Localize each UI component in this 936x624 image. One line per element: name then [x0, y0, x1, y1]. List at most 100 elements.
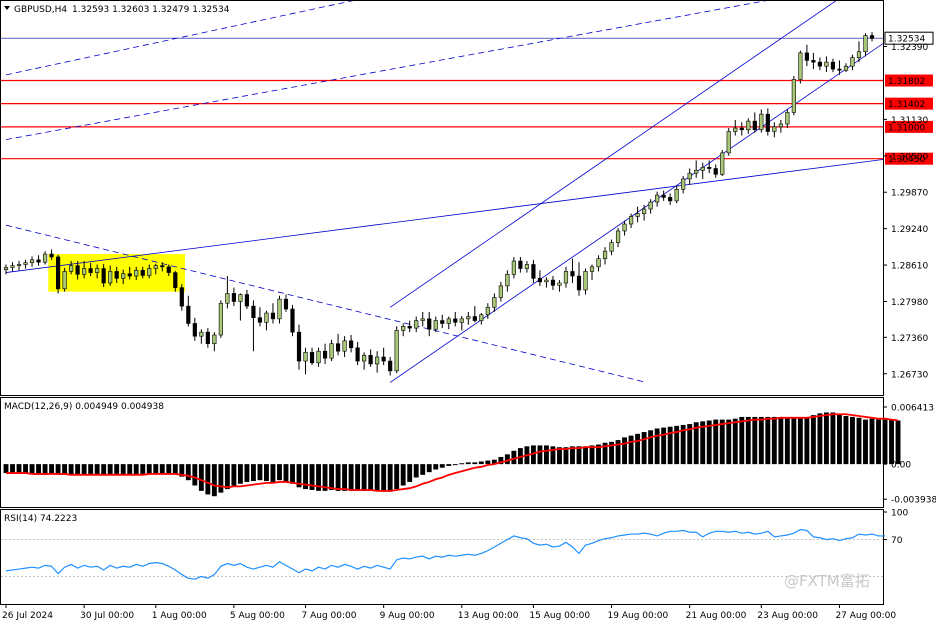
macd-bar: [166, 464, 172, 474]
candle-bear: [290, 308, 295, 333]
candle-bull: [589, 266, 595, 272]
candle-bull: [635, 213, 640, 217]
candle-bear: [101, 268, 106, 284]
candle-bull: [694, 169, 699, 174]
macd-bar: [342, 464, 348, 491]
macd-bar: [407, 464, 413, 482]
candle-bear: [75, 265, 80, 275]
candle-bull: [798, 52, 803, 80]
macd-bar: [543, 445, 549, 465]
candle-bull: [362, 354, 367, 362]
macd-bar: [765, 416, 771, 465]
macd-bar: [368, 464, 374, 491]
candle-bull: [277, 298, 282, 320]
candle-bull: [615, 230, 621, 243]
macd-bar: [172, 464, 178, 474]
candle-bull: [557, 282, 562, 286]
price-axis-label: 1.28610: [891, 262, 928, 272]
candle-bull: [375, 356, 380, 365]
macd-bar: [185, 464, 191, 481]
macd-bar: [791, 417, 797, 465]
macd-bar: [446, 464, 452, 466]
macd-bar: [387, 464, 393, 492]
candle-bull: [134, 269, 139, 277]
price-axis-label: 1.29870: [891, 189, 928, 199]
time-axis-label: 23 Aug 00:00: [757, 611, 818, 621]
candle-bear: [576, 275, 582, 291]
candle-bull: [479, 314, 484, 321]
macd-bar: [16, 464, 22, 474]
candle-bear: [179, 287, 184, 307]
macd-bar: [439, 464, 445, 468]
ohlc-label: 1.32593 1.32603 1.32479 1.32534: [72, 5, 230, 15]
candle-bear: [296, 331, 302, 362]
macd-bar: [218, 464, 224, 493]
candle-bull: [655, 194, 660, 203]
level-label: 1.31802: [888, 77, 925, 87]
macd-bar: [23, 464, 28, 474]
trend-line: [5, 1, 354, 76]
macd-bar: [309, 464, 315, 490]
macd-bar: [3, 464, 9, 474]
candle-bear: [381, 356, 386, 362]
macd-bar: [433, 464, 439, 470]
candle-bear: [668, 197, 673, 202]
macd-bar: [700, 421, 706, 465]
candle-bear: [837, 68, 842, 71]
candle-bear: [355, 347, 360, 362]
macd-bar: [114, 464, 120, 474]
rsi-panel-frame: [0, 509, 884, 605]
macd-bar: [628, 435, 634, 465]
macd-bar: [869, 418, 875, 465]
candle-bull: [791, 79, 796, 113]
candle-bear: [49, 253, 54, 258]
macd-bar: [348, 464, 354, 491]
candle-bear: [244, 294, 250, 307]
macd-bar: [511, 450, 517, 465]
macd-bar: [283, 464, 289, 482]
macd-bar: [107, 464, 113, 474]
candle-bear: [713, 168, 718, 175]
trend-line: [389, 1, 837, 308]
price-axis-label: 1.27980: [891, 298, 928, 308]
candle-bull: [498, 285, 503, 298]
candle-bear: [830, 61, 836, 70]
candle-bear: [335, 343, 341, 352]
macd-bar: [420, 464, 426, 475]
macd-bar: [140, 464, 146, 474]
candle-bull: [583, 271, 588, 291]
candle-bear: [537, 278, 543, 283]
macd-bar: [752, 416, 758, 465]
macd-bar: [478, 461, 484, 465]
macd-bar: [830, 412, 836, 465]
macd-bar: [778, 416, 784, 465]
time-axis-label: 21 Aug 00:00: [686, 611, 747, 621]
macd-bar: [491, 459, 497, 465]
dropdown-triangle-icon[interactable]: [4, 6, 10, 10]
candle-bear: [440, 320, 445, 324]
macd-bar: [504, 454, 510, 465]
macd-bar: [615, 440, 621, 465]
time-axis-label: 5 Aug 00:00: [230, 611, 285, 621]
macd-bar: [823, 412, 829, 465]
candle-bear: [88, 268, 93, 273]
candle-bear: [388, 360, 393, 372]
macd-bar: [413, 464, 419, 478]
macd-bar: [381, 464, 387, 492]
candle-bull: [687, 172, 692, 180]
candle-bull: [394, 330, 399, 372]
macd-bar: [739, 416, 745, 465]
macd-bar: [277, 464, 282, 481]
candle-bear: [804, 52, 809, 61]
macd-bar: [355, 464, 361, 491]
candle-bull: [10, 265, 15, 268]
candle-bull: [544, 279, 549, 283]
candle-bear: [518, 260, 523, 269]
price-axis-label: 1.29240: [891, 225, 928, 235]
candle-bull: [648, 201, 653, 210]
macd-signal-line: [6, 413, 899, 492]
macd-bar: [771, 416, 777, 465]
macd-bar: [498, 457, 504, 465]
candle-bear: [368, 354, 373, 365]
price-axis-label: 1.31130: [891, 116, 928, 126]
